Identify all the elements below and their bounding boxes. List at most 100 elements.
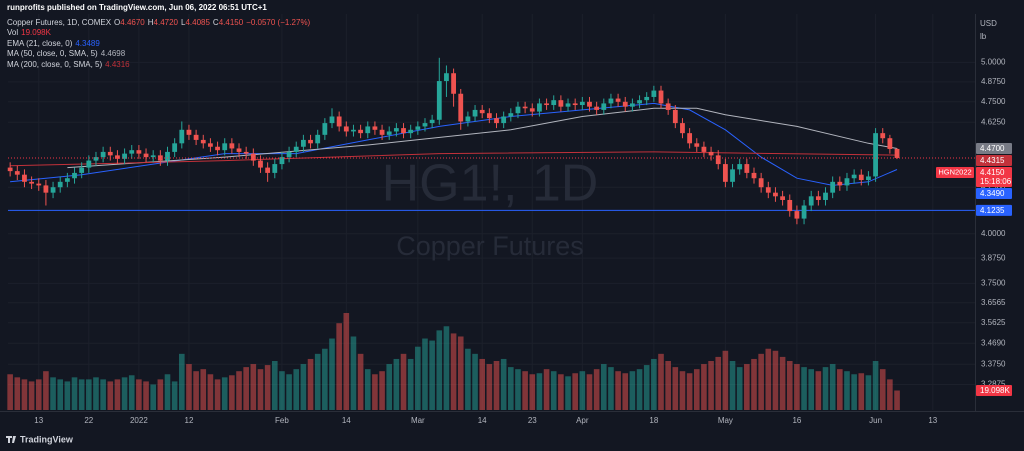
volume-bar xyxy=(150,384,156,410)
ohlc-key: L xyxy=(181,17,186,27)
candle-body xyxy=(100,151,106,158)
candle-body xyxy=(608,98,614,104)
candle-body xyxy=(22,174,27,182)
candle-body xyxy=(215,146,220,151)
volume-bar xyxy=(422,338,428,410)
watermark-name: Copper Futures xyxy=(396,231,584,261)
y-tick-label: 5.0000 xyxy=(981,58,1006,67)
volume-bar xyxy=(522,371,528,410)
candle-body xyxy=(687,133,693,144)
candle-body xyxy=(801,205,807,219)
candle-body xyxy=(286,151,292,158)
volume-bar xyxy=(651,358,657,410)
x-tick-label: Mar xyxy=(411,416,425,425)
candle-body xyxy=(630,103,635,107)
candle-body xyxy=(579,101,585,106)
indicator-line: Vol 19.098K xyxy=(7,28,313,39)
volume-bar xyxy=(443,326,450,410)
volume-bar xyxy=(143,381,149,410)
candle-body xyxy=(651,90,657,97)
indicator-value: 4.3489 xyxy=(75,38,100,48)
volume-bar xyxy=(508,367,514,410)
volume-bar xyxy=(486,364,493,410)
candle-body xyxy=(343,126,349,132)
symbol: Copper Futures, 1D, COMEX xyxy=(7,17,112,27)
x-tick-label: 14 xyxy=(342,416,351,425)
watermark-symbol: HG1!, 1D xyxy=(382,155,599,213)
candle-body xyxy=(386,131,392,135)
x-tick-label: 18 xyxy=(649,416,658,425)
volume-bar xyxy=(114,379,121,410)
volume-bar xyxy=(386,364,393,410)
price-tag-label: 4.1235 xyxy=(980,206,1005,215)
candle-body xyxy=(837,181,843,186)
candle-body xyxy=(444,73,449,82)
indicator-value: 4.4316 xyxy=(105,59,130,69)
y-tick-label: 3.2875 xyxy=(981,380,1006,389)
candle-body xyxy=(658,90,664,104)
candle-body xyxy=(637,100,642,104)
volume-bar xyxy=(529,374,536,410)
ohlc-key: H xyxy=(147,17,154,27)
volume-bar xyxy=(307,358,314,410)
volume-bar xyxy=(751,358,757,410)
volume-bar xyxy=(622,373,629,410)
candle-body xyxy=(558,100,564,107)
candle-body xyxy=(172,143,178,152)
candle-body xyxy=(815,196,821,200)
footer-brand: TradingView xyxy=(20,434,74,444)
candle-body xyxy=(708,151,714,156)
candle-body xyxy=(494,118,499,124)
volume-bar xyxy=(78,379,85,410)
candle-body xyxy=(86,160,92,168)
axis-unit: lb xyxy=(980,32,987,41)
candle-body xyxy=(572,103,578,106)
candle-body xyxy=(479,109,485,114)
volume-bar xyxy=(615,371,621,410)
candle-body xyxy=(508,113,514,117)
price-tag xyxy=(976,154,1012,166)
candle-body xyxy=(43,185,49,193)
candle-body xyxy=(765,187,771,193)
volume-bar xyxy=(336,323,342,410)
candle-body xyxy=(794,211,800,219)
candle-body xyxy=(401,128,406,134)
candle-body xyxy=(358,129,364,134)
candle-body xyxy=(451,73,456,94)
candle-body xyxy=(300,139,306,147)
volume-bar xyxy=(887,379,893,410)
volume-bar xyxy=(686,373,693,410)
candle-body xyxy=(157,155,163,161)
volume-bar xyxy=(708,360,714,410)
volume-bar xyxy=(744,364,750,410)
volume-bar xyxy=(550,371,557,410)
price-tag xyxy=(976,166,1012,187)
volume-bar xyxy=(407,358,414,410)
candle-body xyxy=(315,134,321,144)
volume-bar xyxy=(372,374,378,410)
candle-body xyxy=(565,103,571,107)
volume-bar xyxy=(543,369,550,410)
candle-body xyxy=(79,167,85,173)
y-tick-label: 3.7500 xyxy=(981,278,1006,287)
candle-body xyxy=(694,143,700,147)
candle-body xyxy=(29,181,35,184)
volume-bar xyxy=(393,358,400,410)
volume-bar xyxy=(472,353,478,410)
volume-bar xyxy=(229,375,235,410)
x-tick-label: May xyxy=(718,416,733,425)
volume-bar xyxy=(207,374,214,410)
volume-bar xyxy=(729,360,736,410)
candle-body xyxy=(622,101,628,107)
volume-bar xyxy=(858,373,865,410)
volume-bar xyxy=(436,330,443,410)
x-tick-label: Apr xyxy=(576,416,589,425)
price-tag-countdown: 15:18:06 xyxy=(980,177,1012,186)
volume-bar xyxy=(672,367,679,410)
candle-body xyxy=(644,96,650,101)
candle-body xyxy=(551,100,557,106)
candle-body xyxy=(379,129,385,135)
volume-bar xyxy=(236,371,242,410)
volume-bar xyxy=(250,364,257,410)
